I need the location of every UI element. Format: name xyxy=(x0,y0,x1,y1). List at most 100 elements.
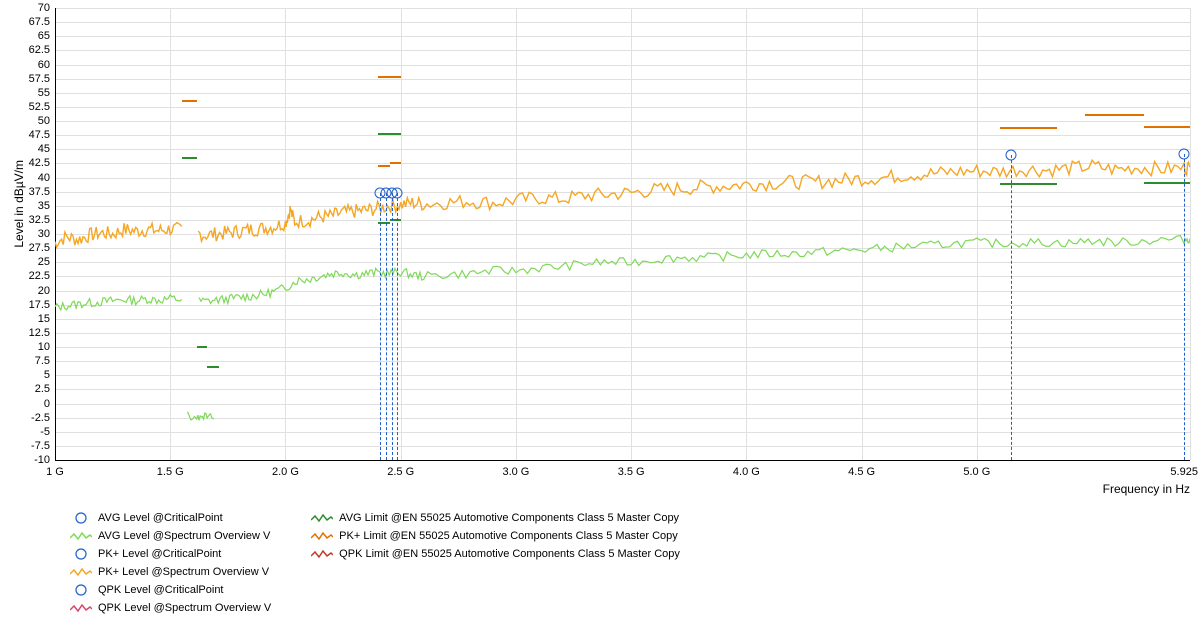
series-svg xyxy=(55,8,1190,460)
legend-label: QPK Limit @EN 55025 Automotive Component… xyxy=(339,548,680,560)
y-tick-label: 45 xyxy=(10,143,50,155)
legend-item: QPK Level @Spectrum Overview V xyxy=(70,600,271,616)
axis-line xyxy=(55,460,1190,461)
avg-dip-trace xyxy=(188,412,215,421)
y-tick-label: 32.5 xyxy=(10,214,50,226)
y-tick-label: 2.5 xyxy=(10,383,50,395)
avg-overview-trace xyxy=(55,236,1190,310)
y-tick-label: 62.5 xyxy=(10,44,50,56)
y-tick-label: 22.5 xyxy=(10,270,50,282)
legend-swatch-wave xyxy=(70,601,92,615)
pk-limit-segment xyxy=(1085,114,1144,116)
avg-limit-segment xyxy=(378,133,401,135)
y-tick-label: 55 xyxy=(10,87,50,99)
y-tick-label: 7.5 xyxy=(10,355,50,367)
y-tick-label: 30 xyxy=(10,228,50,240)
x-tick-label: 1.5 G xyxy=(157,466,184,478)
legend-swatch-wave xyxy=(311,511,333,525)
legend-label: PK+ Level @CriticalPoint xyxy=(98,548,221,560)
plot-area xyxy=(55,8,1190,460)
legend-swatch-wave xyxy=(311,547,333,561)
gridline-v xyxy=(1190,8,1191,460)
y-tick-label: 42.5 xyxy=(10,157,50,169)
x-tick-label: 5.925 G xyxy=(1170,466,1200,478)
legend-item: AVG Level @Spectrum Overview V xyxy=(70,528,271,544)
legend-item: QPK Level @CriticalPoint xyxy=(70,582,271,598)
legend-label: QPK Level @CriticalPoint xyxy=(98,584,224,596)
x-tick-label: 5.0 G xyxy=(963,466,990,478)
legend-item: AVG Level @CriticalPoint xyxy=(70,510,271,526)
legend-item: PK+ Level @CriticalPoint xyxy=(70,546,271,562)
y-tick-label: -5 xyxy=(10,426,50,438)
avg-limit-segment xyxy=(182,157,197,159)
legend-label: AVG Level @CriticalPoint xyxy=(98,512,223,524)
y-tick-label: 10 xyxy=(10,341,50,353)
y-tick-label: 60 xyxy=(10,59,50,71)
pk-overview-trace xyxy=(55,160,1190,247)
legend-label: AVG Limit @EN 55025 Automotive Component… xyxy=(339,512,679,524)
avg-limit-segment xyxy=(1000,183,1058,185)
avg-limit-segment xyxy=(197,346,207,348)
y-tick-label: 37.5 xyxy=(10,186,50,198)
legend-swatch-circle xyxy=(70,583,92,597)
critical-point-line xyxy=(392,193,393,460)
y-tick-label: 25 xyxy=(10,256,50,268)
x-axis-title: Frequency in Hz xyxy=(1040,482,1190,496)
x-tick-label: 4.0 G xyxy=(733,466,760,478)
y-tick-label: -7.5 xyxy=(10,440,50,452)
y-tick-label: -10 xyxy=(10,454,50,466)
pk-limit-segment xyxy=(390,162,400,164)
critical-point-line xyxy=(380,193,381,460)
chart-page: Level in dBµV/m -10-7.5-5-2.502.557.5101… xyxy=(0,0,1200,611)
critical-point-marker xyxy=(391,188,402,199)
legend-swatch-wave xyxy=(70,565,92,579)
y-tick-label: 35 xyxy=(10,200,50,212)
y-tick-label: 12.5 xyxy=(10,327,50,339)
critical-point-line xyxy=(386,193,387,460)
avg-limit-segment xyxy=(207,366,219,368)
legend-swatch-circle xyxy=(70,511,92,525)
y-tick-label: -2.5 xyxy=(10,412,50,424)
x-tick-label: 2.5 G xyxy=(387,466,414,478)
pk-limit-segment xyxy=(1144,126,1190,128)
pk-limit-segment xyxy=(1000,127,1058,129)
y-tick-label: 40 xyxy=(10,172,50,184)
pk-limit-segment xyxy=(378,76,401,78)
legend-swatch-wave xyxy=(70,529,92,543)
y-tick-label: 15 xyxy=(10,313,50,325)
y-tick-label: 52.5 xyxy=(10,101,50,113)
critical-point-marker xyxy=(1006,149,1017,160)
pk-limit-segment xyxy=(378,165,391,167)
legend-label: AVG Level @Spectrum Overview V xyxy=(98,530,270,542)
y-tick-label: 27.5 xyxy=(10,242,50,254)
critical-point-line xyxy=(1011,155,1012,460)
critical-point-line xyxy=(1184,154,1185,460)
y-tick-label: 57.5 xyxy=(10,73,50,85)
x-tick-label: 3.5 G xyxy=(618,466,645,478)
legend-label: PK+ Limit @EN 55025 Automotive Component… xyxy=(339,530,678,542)
x-tick-label: 1 G xyxy=(46,466,64,478)
legend-item: QPK Limit @EN 55025 Automotive Component… xyxy=(311,546,680,562)
legend-swatch-circle xyxy=(70,547,92,561)
legend-item: PK+ Limit @EN 55025 Automotive Component… xyxy=(311,528,680,544)
legend-item: AVG Limit @EN 55025 Automotive Component… xyxy=(311,510,680,526)
legend-item: PK+ Level @Spectrum Overview V xyxy=(70,564,271,580)
critical-point-marker xyxy=(1179,148,1190,159)
avg-limit-segment xyxy=(1144,182,1190,184)
critical-point-line xyxy=(397,193,398,460)
y-tick-label: 65 xyxy=(10,30,50,42)
y-tick-label: 17.5 xyxy=(10,299,50,311)
y-tick-label: 20 xyxy=(10,285,50,297)
y-tick-label: 0 xyxy=(10,398,50,410)
pk-limit-segment xyxy=(182,100,197,102)
x-tick-label: 3.0 G xyxy=(502,466,529,478)
legend-swatch-wave xyxy=(311,529,333,543)
legend-col-right: AVG Limit @EN 55025 Automotive Component… xyxy=(311,510,680,564)
x-tick-label: 2.0 G xyxy=(272,466,299,478)
legend: AVG Level @CriticalPoint AVG Level @Spect… xyxy=(70,510,720,618)
y-tick-label: 47.5 xyxy=(10,129,50,141)
y-tick-label: 70 xyxy=(10,2,50,14)
legend-label: PK+ Level @Spectrum Overview V xyxy=(98,566,269,578)
legend-label: QPK Level @Spectrum Overview V xyxy=(98,602,271,614)
y-tick-label: 50 xyxy=(10,115,50,127)
